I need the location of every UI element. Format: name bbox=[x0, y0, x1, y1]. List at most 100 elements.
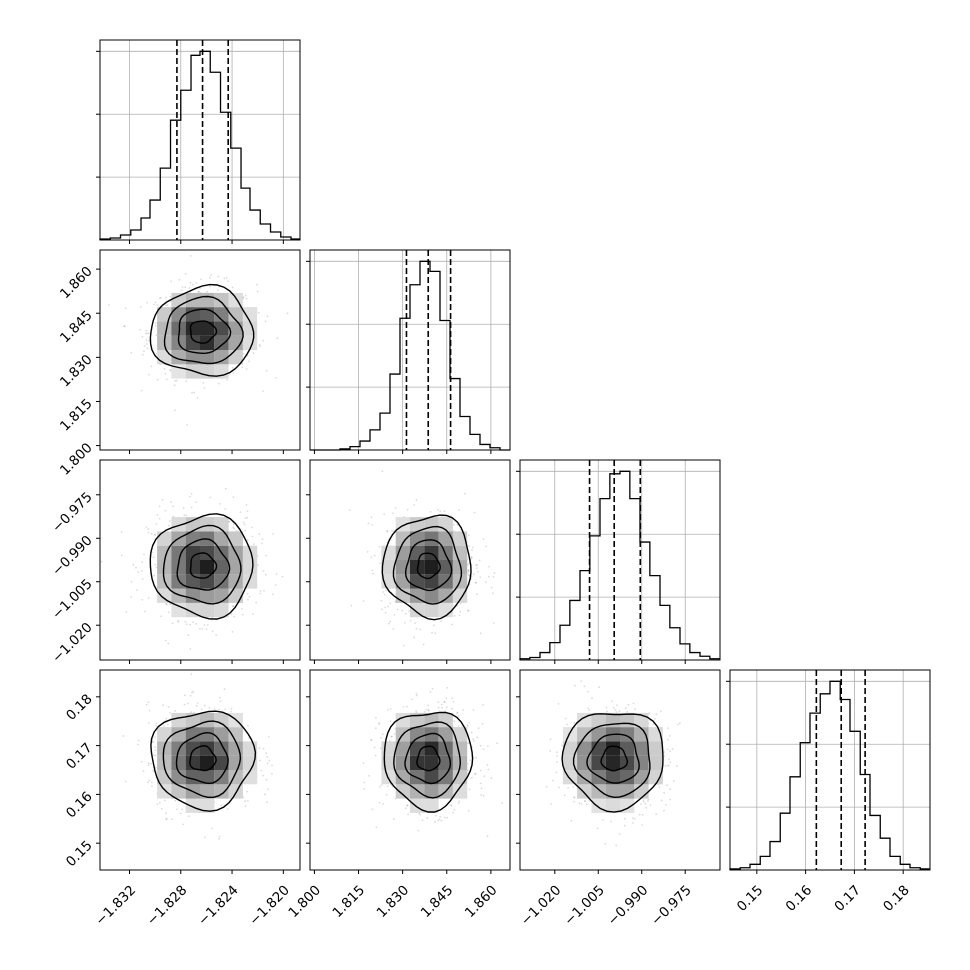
sample-point bbox=[378, 801, 381, 804]
sample-point bbox=[467, 809, 470, 812]
sample-point bbox=[192, 621, 195, 624]
sample-point bbox=[362, 762, 365, 764]
panel-2-0 bbox=[96, 459, 301, 664]
density-cell bbox=[410, 712, 425, 728]
sample-point bbox=[467, 769, 469, 772]
sample-point bbox=[404, 612, 407, 615]
sample-point bbox=[413, 636, 415, 639]
panel-frame bbox=[99, 39, 301, 241]
sample-point bbox=[663, 791, 665, 794]
sample-point bbox=[493, 572, 496, 574]
sample-point bbox=[638, 813, 641, 816]
sample-point bbox=[549, 750, 552, 752]
sample-point bbox=[658, 786, 661, 789]
sample-point bbox=[164, 372, 167, 375]
density-cell bbox=[452, 784, 468, 799]
sample-point bbox=[239, 511, 242, 514]
density-cell bbox=[605, 798, 620, 813]
panel-2-1 bbox=[306, 459, 511, 664]
histogram-step bbox=[729, 680, 930, 870]
sample-point bbox=[383, 513, 386, 515]
sample-point bbox=[224, 487, 227, 490]
sample-point bbox=[667, 738, 669, 741]
sample-point bbox=[486, 745, 489, 747]
sample-point bbox=[165, 717, 168, 720]
contour-line bbox=[381, 514, 472, 621]
sample-point bbox=[474, 772, 477, 775]
sample-point bbox=[243, 523, 246, 526]
sample-point bbox=[206, 624, 209, 626]
sample-point bbox=[660, 710, 662, 713]
sample-point bbox=[163, 725, 165, 727]
sample-point bbox=[487, 768, 490, 771]
sample-point bbox=[641, 813, 644, 816]
sample-point bbox=[251, 526, 254, 529]
sample-point bbox=[388, 622, 390, 625]
sample-point bbox=[627, 703, 630, 706]
sample-point bbox=[367, 522, 370, 525]
sample-point bbox=[479, 744, 482, 747]
sample-point bbox=[195, 282, 198, 284]
density-cell bbox=[214, 727, 229, 742]
y-tick-label: −0.975 bbox=[49, 489, 96, 536]
sample-point bbox=[604, 842, 607, 845]
sample-point bbox=[124, 307, 127, 310]
sample-point bbox=[271, 773, 273, 775]
sample-point bbox=[155, 353, 158, 355]
contour-line bbox=[189, 745, 217, 772]
sample-point bbox=[431, 687, 434, 690]
sample-point bbox=[583, 685, 586, 688]
sample-point bbox=[418, 812, 421, 815]
sample-point bbox=[453, 808, 456, 811]
sample-point bbox=[383, 593, 386, 596]
sample-point bbox=[390, 735, 393, 738]
sample-point bbox=[147, 701, 150, 704]
sample-point bbox=[370, 738, 372, 741]
density-cell bbox=[200, 560, 215, 575]
sample-point bbox=[148, 779, 151, 782]
sample-point bbox=[160, 297, 162, 299]
density-cell bbox=[424, 517, 439, 532]
density-cell bbox=[381, 560, 396, 575]
sample-point bbox=[468, 545, 471, 547]
sample-point bbox=[219, 700, 222, 703]
sample-point bbox=[246, 516, 249, 519]
sample-point bbox=[380, 599, 383, 602]
sample-point bbox=[244, 800, 247, 803]
sample-point bbox=[196, 396, 199, 399]
sample-point bbox=[421, 819, 424, 822]
density-cell bbox=[395, 755, 410, 770]
x-tick-label: 1.860 bbox=[462, 882, 501, 921]
sample-point bbox=[230, 710, 232, 713]
sample-point bbox=[182, 506, 185, 509]
sample-point bbox=[145, 526, 148, 528]
sample-point bbox=[470, 731, 473, 734]
sample-point bbox=[556, 755, 558, 757]
sample-point bbox=[185, 514, 188, 517]
sample-point bbox=[584, 800, 586, 803]
sample-point bbox=[634, 708, 636, 711]
sample-point bbox=[224, 508, 227, 510]
sample-point bbox=[649, 804, 652, 806]
sample-point bbox=[186, 424, 189, 426]
density-cell bbox=[381, 545, 396, 560]
sample-point bbox=[614, 709, 617, 711]
sample-point bbox=[267, 735, 270, 738]
x-tick-label: −1.832 bbox=[92, 882, 139, 929]
sample-point bbox=[632, 702, 635, 705]
sample-point bbox=[501, 802, 503, 804]
sample-point bbox=[588, 709, 591, 712]
density-cell bbox=[438, 545, 453, 560]
sample-point bbox=[203, 704, 206, 707]
sample-point bbox=[452, 701, 455, 703]
sample-point bbox=[391, 530, 393, 532]
sample-point bbox=[606, 710, 608, 713]
sample-point bbox=[179, 812, 182, 815]
sample-point bbox=[169, 295, 172, 298]
panel-frame bbox=[519, 459, 721, 661]
sample-point bbox=[228, 520, 231, 523]
sample-point bbox=[263, 589, 265, 592]
sample-point bbox=[478, 559, 481, 562]
density-cell bbox=[242, 545, 258, 560]
sample-point bbox=[245, 297, 248, 300]
